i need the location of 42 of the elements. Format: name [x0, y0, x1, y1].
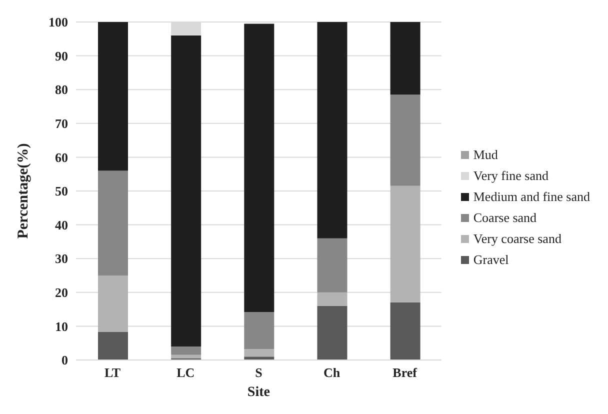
x-axis-title: Site	[247, 385, 270, 400]
bar	[98, 276, 128, 332]
y-tick-label: 20	[55, 285, 68, 300]
bar	[317, 22, 348, 238]
bar	[171, 346, 202, 355]
x-tick-label: Ch	[323, 365, 341, 380]
bar	[317, 306, 348, 360]
bar	[390, 302, 420, 360]
legend-label: Mud	[473, 146, 498, 162]
bar	[98, 332, 128, 360]
y-axis-title: Percentage(%)	[15, 143, 32, 239]
y-tick-label: 10	[55, 318, 68, 334]
bar	[98, 170, 128, 276]
bar	[317, 292, 348, 306]
bar	[244, 312, 274, 350]
bar	[98, 22, 128, 171]
legend-label: Very fine sand	[473, 168, 548, 184]
bar	[171, 36, 202, 346]
bar	[244, 349, 274, 357]
bar	[390, 186, 420, 303]
x-tick-label: S	[255, 365, 262, 380]
y-tick-label: 40	[55, 217, 68, 232]
legend-label: Gravel	[473, 252, 509, 268]
bar	[244, 24, 274, 312]
legend-label: Coarse sand	[473, 210, 537, 226]
x-tick-label: LT	[104, 365, 121, 380]
bar	[390, 22, 420, 95]
x-tick-label: Bref	[392, 365, 418, 380]
bar	[171, 354, 202, 358]
legend-label: Very coarse sand	[473, 230, 562, 246]
y-tick-label: 60	[55, 150, 68, 165]
y-tick-label: 70	[55, 116, 68, 132]
y-tick-label: 100	[48, 14, 68, 30]
bar	[390, 94, 420, 186]
y-tick-label: 0	[62, 352, 68, 368]
bar	[317, 238, 348, 292]
y-tick-label: 90	[55, 48, 68, 64]
y-tick-label: 50	[55, 184, 68, 199]
y-tick-label: 30	[55, 251, 68, 266]
y-tick-label: 80	[55, 82, 68, 98]
x-tick-label: LC	[176, 365, 195, 380]
legend-label: Medium and fine sand	[473, 188, 590, 204]
